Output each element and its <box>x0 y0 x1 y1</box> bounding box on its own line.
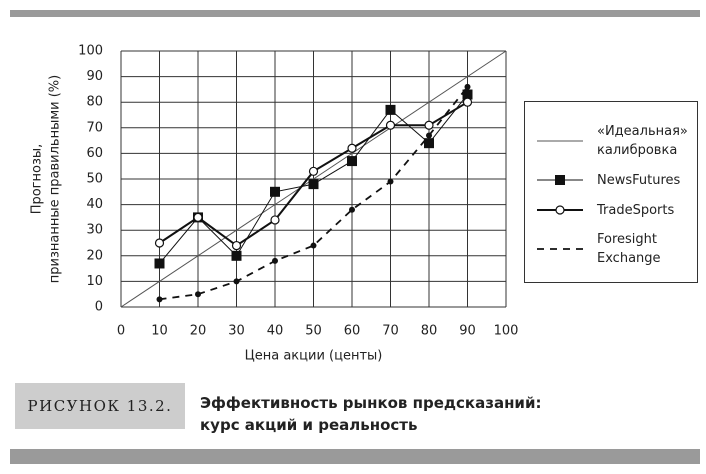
x-tick-label: 0 <box>117 324 125 339</box>
y-tick-label: 40 <box>86 197 103 212</box>
legend-label: «Идеальная» калибровка <box>597 124 688 158</box>
figure-label: РИСУНОК 13.2. <box>15 383 185 429</box>
x-axis-label: Цена акции (центы) <box>245 349 383 364</box>
y-tick-label: 60 <box>86 146 103 161</box>
x-tick-label: 10 <box>151 324 168 339</box>
legend-label: TradeSports <box>597 202 675 218</box>
legend-samples <box>537 140 583 250</box>
dot-marker <box>310 242 317 249</box>
y-tick-label: 50 <box>86 172 103 187</box>
circle-marker <box>424 120 434 130</box>
x-tick-label: 80 <box>421 324 438 339</box>
dot-marker <box>464 83 471 90</box>
series-line <box>159 86 469 301</box>
circle-marker <box>347 143 357 153</box>
y-tick-label: 20 <box>86 248 103 263</box>
dot-marker <box>233 278 240 285</box>
y-axis-label: Прогнозы, <box>30 144 45 215</box>
y-tick-label: 30 <box>86 223 103 238</box>
y-tick-label: 90 <box>86 69 103 84</box>
square-marker <box>270 186 280 197</box>
circle-marker <box>555 205 565 215</box>
caption-line: курс акций и реальность <box>200 416 418 434</box>
x-tick-label: 50 <box>305 324 322 339</box>
y-tick-label: 80 <box>86 95 103 110</box>
square-marker <box>385 104 396 115</box>
y-axis-label: признанные правильными (%) <box>48 75 63 283</box>
square-marker <box>347 156 357 167</box>
circle-marker <box>270 215 280 225</box>
dot-marker <box>195 291 201 298</box>
x-tick-label: 40 <box>267 324 284 339</box>
caption-line: Эффективность рынков предсказаний: <box>200 394 542 412</box>
bottom-bar <box>10 449 700 464</box>
legend: «Идеальная» калибровка NewsFutures TradeSp… <box>524 101 698 283</box>
dot-marker <box>426 132 432 139</box>
square-marker <box>154 258 165 269</box>
legend-label: Foresight Exchange <box>597 232 661 266</box>
square-marker <box>462 89 473 100</box>
square-marker <box>308 179 319 190</box>
x-tick-label: 90 <box>459 324 476 339</box>
circle-marker <box>231 240 242 251</box>
circle-marker <box>308 166 319 176</box>
circle-marker <box>385 120 396 130</box>
square-marker <box>231 250 242 261</box>
top-bar <box>10 10 700 17</box>
dot-marker <box>349 206 355 213</box>
square-marker <box>555 175 565 185</box>
y-tick-label: 70 <box>86 120 103 135</box>
x-tick-label: 70 <box>382 324 399 339</box>
dot-marker <box>387 178 394 185</box>
caption: Эффективность рынков предсказаний: курс … <box>200 392 541 436</box>
x-tick-label: 60 <box>344 324 361 339</box>
x-tick-label: 20 <box>190 324 207 339</box>
x-tick-label: 100 <box>494 324 519 339</box>
series-line <box>120 50 507 308</box>
y-tick-label: 100 <box>78 44 103 59</box>
square-marker <box>424 138 434 149</box>
dot-marker <box>156 296 163 303</box>
circle-marker <box>154 238 165 248</box>
y-tick-label: 10 <box>86 274 103 289</box>
circle-marker <box>462 97 473 107</box>
circle-marker <box>193 212 203 222</box>
legend-label: NewsFutures <box>597 172 681 188</box>
dot-marker <box>272 257 278 264</box>
y-tick-label: 0 <box>95 300 103 315</box>
x-tick-label: 30 <box>228 324 245 339</box>
